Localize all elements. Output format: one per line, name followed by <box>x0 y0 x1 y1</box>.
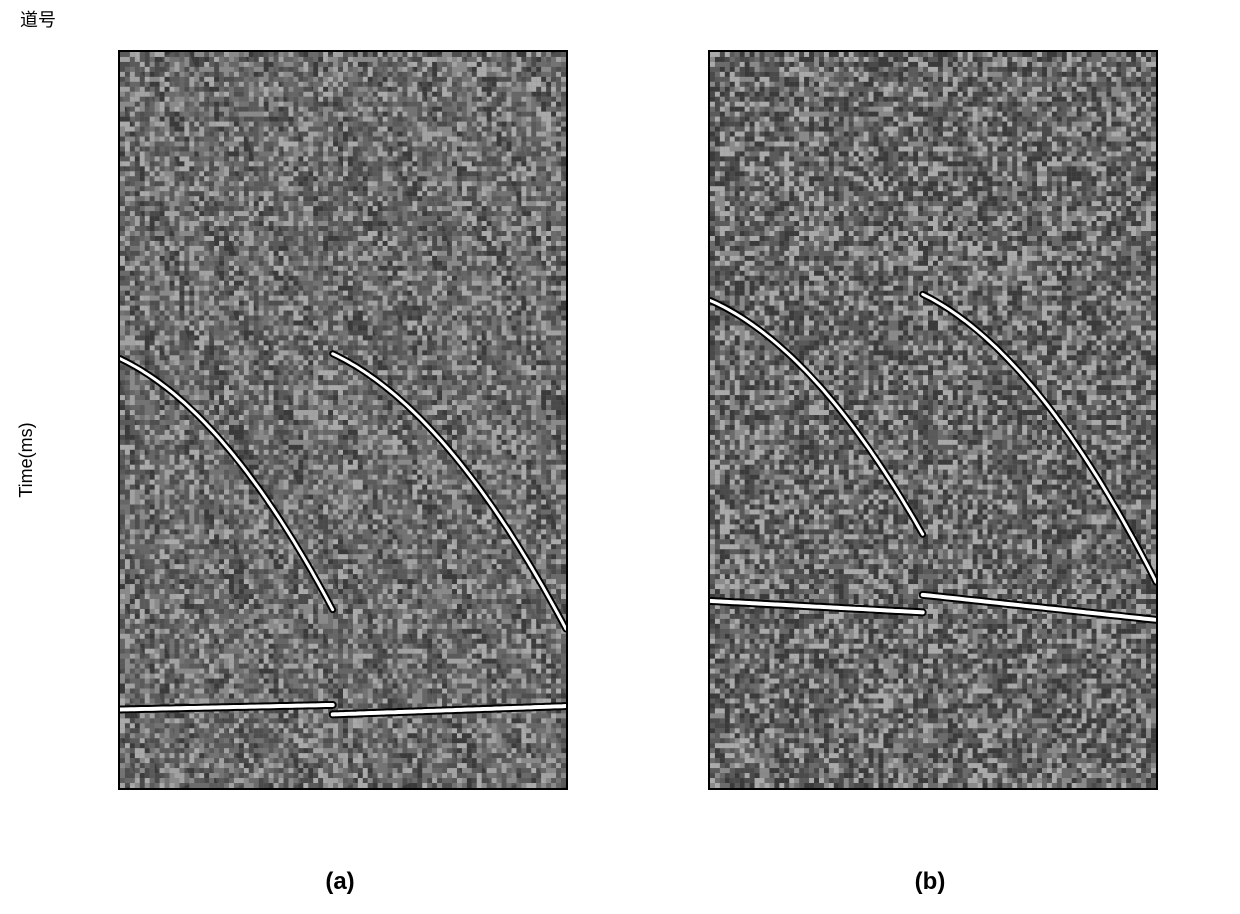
trace-number-label: 道号 <box>20 6 56 32</box>
y-axis-label: Time(ms) <box>16 422 37 497</box>
tick-mark <box>566 717 568 719</box>
tick-mark <box>566 51 568 53</box>
tick-mark <box>708 483 710 485</box>
tick-mark <box>431 50 433 52</box>
tick-mark <box>566 199 568 201</box>
tick-mark <box>1156 298 1158 300</box>
tick-mark <box>118 51 120 53</box>
panels: 0306090120030609012003006009001200150018… <box>70 10 1220 860</box>
tick-mark <box>119 788 121 790</box>
plot-area-a: 0306090120030609012003006009001200150018… <box>118 50 568 790</box>
tick-mark <box>1156 236 1158 238</box>
tick-mark <box>118 495 120 497</box>
tick-mark <box>708 359 710 361</box>
tick-mark <box>708 668 710 670</box>
tick-mark <box>566 273 568 275</box>
tick-mark <box>708 236 710 238</box>
tick-mark <box>1156 113 1158 115</box>
tick-mark <box>118 199 120 201</box>
tick-mark <box>566 643 568 645</box>
tick-mark <box>1156 421 1158 423</box>
tick-mark <box>223 50 225 52</box>
tick-mark <box>118 717 120 719</box>
panel-b: 0306090120030609012002004006008001000120… <box>660 30 1200 840</box>
tick-mark <box>118 125 120 127</box>
tick-mark <box>566 495 568 497</box>
tick-mark <box>1156 668 1158 670</box>
tick-mark <box>1156 51 1158 53</box>
caption-b: (b) <box>915 868 946 896</box>
panel-a: 0306090120030609012003006009001200150018… <box>70 30 610 840</box>
tick-mark <box>1156 544 1158 546</box>
tick-mark <box>566 421 568 423</box>
seismic-figure: 道号 Time(ms) 0306090120030609012003006009… <box>0 0 1240 914</box>
tick-mark <box>534 788 536 790</box>
tick-mark <box>431 788 433 790</box>
tick-mark <box>118 347 120 349</box>
tick-mark <box>118 273 120 275</box>
tick-mark <box>1156 729 1158 731</box>
tick-mark <box>708 174 710 176</box>
tick-mark <box>709 788 711 790</box>
tick-mark <box>708 729 710 731</box>
tick-mark <box>708 298 710 300</box>
tick-mark <box>1156 174 1158 176</box>
tick-mark <box>1021 788 1023 790</box>
tick-mark <box>708 113 710 115</box>
tick-mark <box>1124 788 1126 790</box>
tick-mark <box>708 544 710 546</box>
tick-mark <box>118 421 120 423</box>
tick-mark <box>917 50 919 52</box>
tick-mark <box>1156 483 1158 485</box>
tick-mark <box>118 643 120 645</box>
tick-mark <box>708 606 710 608</box>
seismic-curves-b <box>710 52 1156 788</box>
tick-mark <box>813 50 815 52</box>
tick-mark <box>1156 359 1158 361</box>
tick-mark <box>1156 606 1158 608</box>
tick-mark <box>917 788 919 790</box>
tick-mark <box>566 125 568 127</box>
tick-mark <box>1124 50 1126 52</box>
tick-mark <box>327 50 329 52</box>
seismic-curves-a <box>120 52 566 788</box>
tick-mark <box>1021 50 1023 52</box>
tick-mark <box>566 569 568 571</box>
caption-a: (a) <box>325 868 354 896</box>
tick-mark <box>708 51 710 53</box>
tick-mark <box>327 788 329 790</box>
tick-mark <box>118 569 120 571</box>
tick-mark <box>223 788 225 790</box>
tick-mark <box>813 788 815 790</box>
tick-mark <box>566 347 568 349</box>
tick-mark <box>708 421 710 423</box>
plot-area-b: 0306090120030609012002004006008001000120… <box>708 50 1158 790</box>
tick-mark <box>534 50 536 52</box>
